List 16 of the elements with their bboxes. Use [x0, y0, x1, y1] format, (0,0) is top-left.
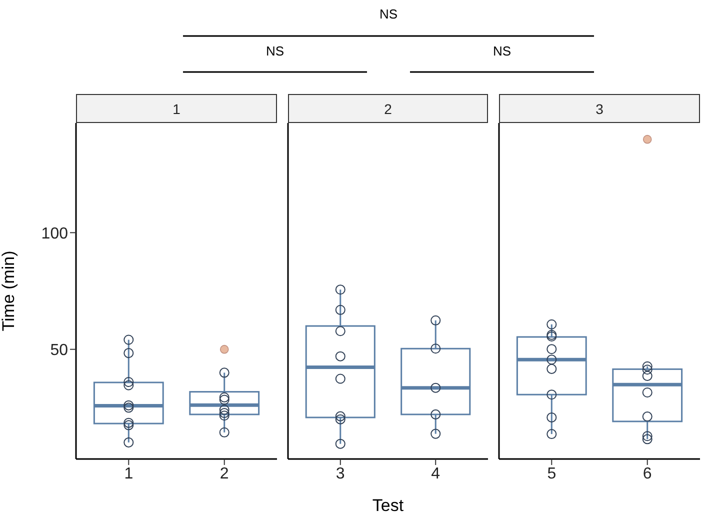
- text: NS: [379, 6, 398, 22]
- x-tick-label: 1: [124, 465, 134, 482]
- text: NS: [266, 43, 284, 58]
- x-tick-label: 6: [642, 465, 652, 482]
- chart-title: 2: [288, 94, 488, 123]
- x-axis-title: Test: [372, 496, 404, 515]
- y-axis-title: Time (min): [0, 250, 18, 332]
- chart-title: 1: [76, 94, 277, 123]
- y-tick-label: 50: [50, 342, 68, 360]
- chart-title: 3: [499, 94, 700, 123]
- x-tick-label: 5: [547, 465, 556, 482]
- x-tick-label: 4: [431, 465, 440, 482]
- x-tick-label: 2: [220, 465, 229, 482]
- y-tick-label: 100: [41, 225, 68, 242]
- text: NS: [492, 43, 512, 58]
- x-tick-label: 3: [336, 465, 345, 482]
